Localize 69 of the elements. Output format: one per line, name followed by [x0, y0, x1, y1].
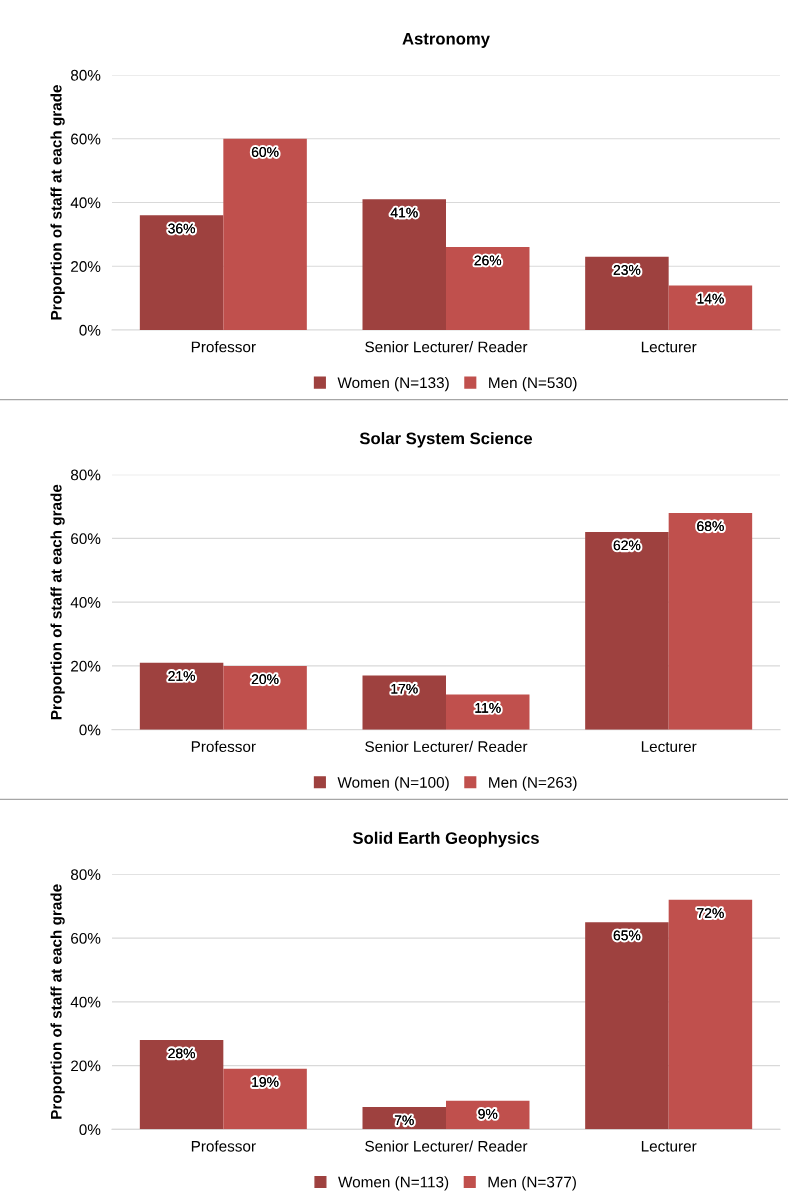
- data-label: 17%: [391, 683, 418, 694]
- bar: [585, 922, 669, 1130]
- data-label: 28%: [168, 1048, 195, 1059]
- x-tick-label: Lecturer: [641, 741, 697, 752]
- bar: [585, 532, 669, 730]
- bar: [223, 138, 307, 330]
- chart-title: Astronomy: [402, 32, 490, 48]
- bar: [585, 256, 669, 330]
- x-tick-label: Lecturer: [641, 1141, 697, 1152]
- y-tick-label: 60%: [71, 533, 101, 545]
- y-axis-title: Proportion of staff at each grade: [50, 484, 65, 720]
- legend-label: Men (N=377): [488, 1176, 576, 1191]
- x-tick-label: Professor: [191, 341, 256, 353]
- bar: [139, 1040, 224, 1130]
- y-tick-label: 60%: [71, 133, 101, 145]
- bar: [668, 899, 753, 1130]
- bar: [362, 199, 446, 330]
- data-label: 14%: [697, 293, 724, 304]
- y-axis-title: Proportion of staff at each grade: [50, 85, 65, 320]
- y-tick-label: 40%: [70, 597, 101, 608]
- x-tick-label: Lecturer: [641, 341, 697, 353]
- chart-title: Solar System Science: [359, 432, 533, 448]
- y-tick-label: 40%: [70, 996, 101, 1008]
- legend-label: Men (N=263): [489, 776, 577, 791]
- x-tick-label: Professor: [191, 740, 256, 752]
- data-label: 41%: [390, 207, 418, 218]
- data-label: 7%: [394, 1115, 414, 1126]
- data-label: 21%: [168, 671, 195, 681]
- data-label: 68%: [697, 521, 724, 532]
- y-tick-label: 20%: [71, 261, 101, 272]
- x-tick-label: Senior Lecturer/ Reader: [365, 341, 528, 353]
- bar: [223, 665, 307, 730]
- data-label: 20%: [251, 674, 279, 685]
- data-label: 26%: [474, 255, 502, 266]
- x-tick-label: Senior Lecturer/ Reader: [365, 1140, 528, 1152]
- x-tick-label: Senior Lecturer/ Reader: [365, 740, 528, 752]
- data-label: 36%: [168, 223, 195, 234]
- x-tick-label: Professor: [191, 1140, 256, 1152]
- bar: [362, 675, 446, 730]
- data-label: 65%: [613, 930, 641, 941]
- y-tick-label: 0%: [79, 724, 101, 736]
- legend-label: Women (N=113): [338, 1176, 449, 1191]
- data-label: 19%: [252, 1077, 279, 1087]
- bar: [668, 285, 753, 330]
- y-tick-label: 80%: [70, 869, 101, 881]
- y-tick-label: 20%: [71, 1060, 101, 1072]
- y-tick-label: 40%: [70, 197, 101, 209]
- legend-label: Men (N=530): [489, 376, 577, 392]
- chart-title: Solid Earth Geophysics: [352, 831, 539, 848]
- bar: [446, 247, 530, 330]
- legend-label: Women (N=133): [337, 376, 449, 392]
- data-label: 11%: [475, 703, 501, 713]
- bar: [139, 215, 224, 330]
- data-label: 9%: [478, 1108, 498, 1119]
- bar: [668, 512, 753, 730]
- legend-label: Women (N=100): [337, 776, 449, 791]
- bar: [223, 1068, 307, 1130]
- y-tick-label: 0%: [79, 324, 101, 336]
- y-tick-label: 80%: [70, 69, 101, 81]
- data-label: 62%: [613, 540, 641, 551]
- data-label: 60%: [251, 147, 279, 157]
- y-tick-label: 0%: [79, 1124, 101, 1136]
- data-label: 23%: [613, 265, 641, 275]
- y-tick-label: 80%: [70, 469, 101, 481]
- y-axis-title: Proportion of staff at each grade: [50, 884, 65, 1119]
- bar: [139, 662, 224, 730]
- y-tick-label: 60%: [71, 932, 101, 944]
- y-tick-label: 20%: [71, 660, 101, 672]
- data-label: 72%: [697, 908, 724, 918]
